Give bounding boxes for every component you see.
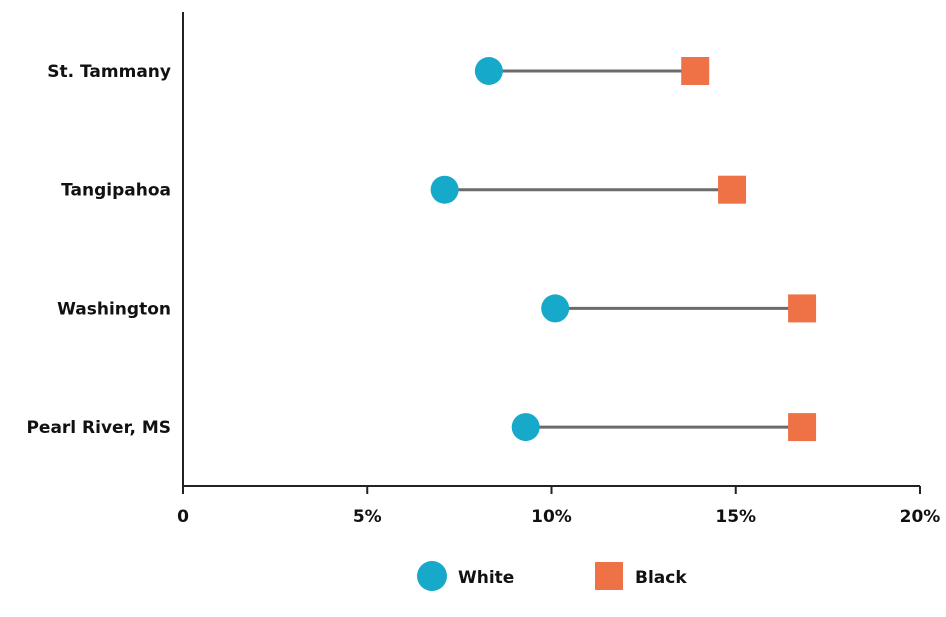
- point-black: [788, 413, 817, 442]
- category-labels: St. Tammany Tangipahoa Washington Pearl Riv…: [26, 62, 171, 438]
- x-tick-label: 10%: [531, 507, 572, 527]
- legend-marker-white: [417, 561, 447, 591]
- x-axis-ticks: 0 5% 10% 15% 20%: [177, 486, 940, 527]
- markers: [430, 57, 817, 442]
- legend-label-black: Black: [635, 568, 687, 588]
- point-black: [681, 57, 710, 85]
- point-white: [511, 413, 540, 442]
- point-white: [541, 294, 570, 323]
- point-white: [430, 175, 459, 204]
- x-tick-label: 20%: [900, 507, 941, 527]
- x-tick-label: 15%: [715, 507, 756, 527]
- point-white: [474, 57, 503, 85]
- category-label: Washington: [57, 299, 171, 319]
- category-label: St. Tammany: [47, 62, 171, 82]
- legend-label-white: White: [458, 568, 514, 588]
- category-label: Tangipahoa: [61, 181, 171, 201]
- category-label: Pearl River, MS: [26, 418, 171, 438]
- legend-marker-black: [595, 562, 623, 590]
- connectors: [444, 69, 803, 429]
- point-black: [718, 175, 747, 204]
- x-tick-label: 5%: [353, 507, 382, 527]
- x-tick-label: 0: [177, 507, 189, 527]
- point-black: [788, 294, 817, 323]
- legend: White Black: [417, 561, 687, 591]
